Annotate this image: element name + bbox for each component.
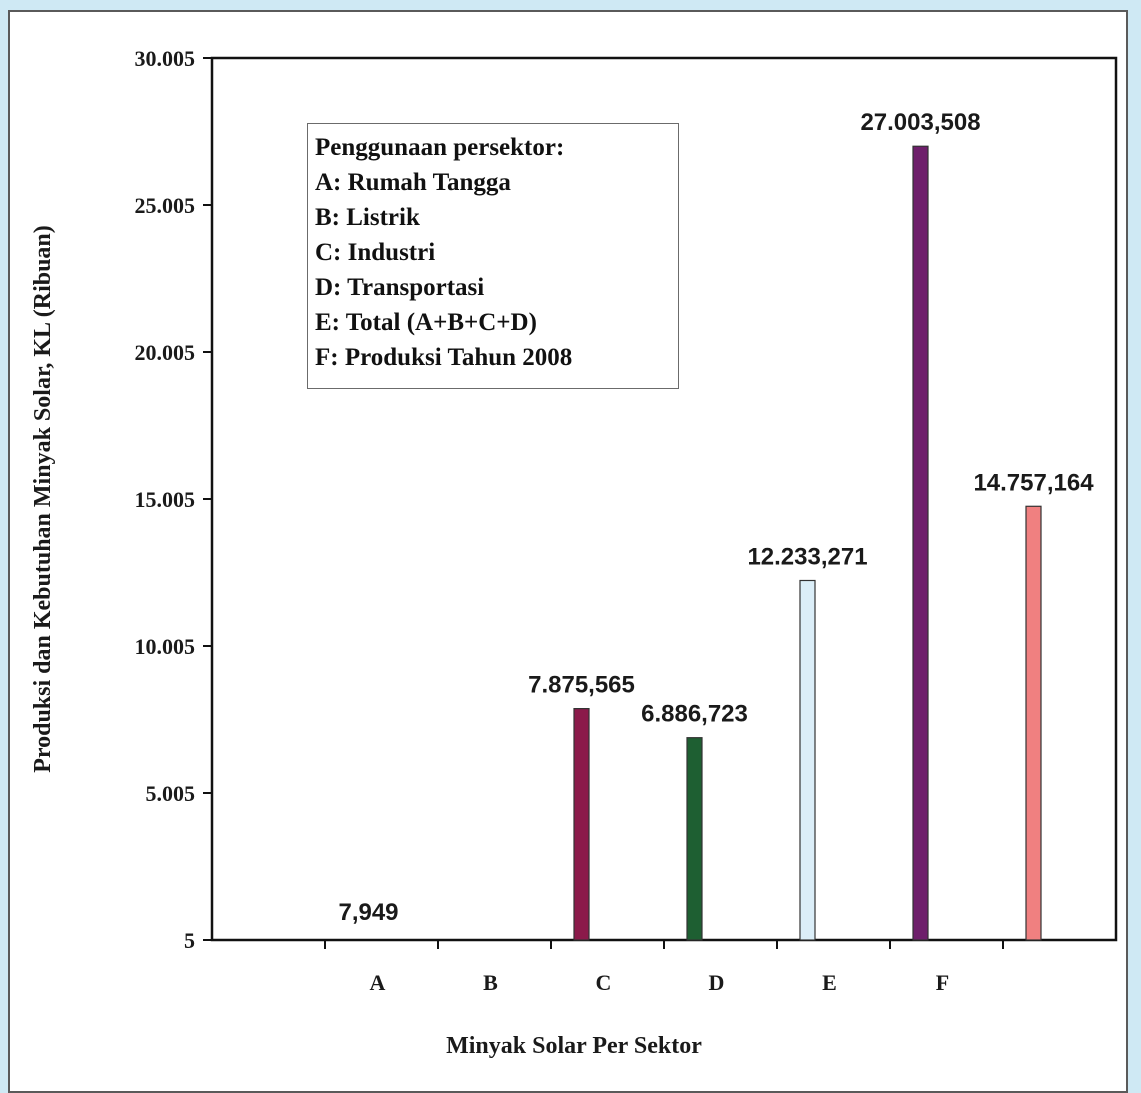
data-label-a: 7,949 xyxy=(338,899,398,926)
y-tick-label: 15.005 xyxy=(135,487,196,512)
bar-f xyxy=(1025,505,1042,941)
chart-frame: 5 5.005 10.005 15.005 20.005 25.005 30.005 A 7,9… xyxy=(8,10,1128,1093)
bar-b xyxy=(573,708,590,941)
data-label-b: 7.875,565 xyxy=(528,672,635,699)
legend-entry-d: D: Transportasi xyxy=(315,274,485,301)
y-tick-label: 25.005 xyxy=(135,193,196,218)
data-label-f: 14.757,164 xyxy=(973,469,1094,496)
category-label-c: C xyxy=(596,970,612,995)
axes xyxy=(203,56,1118,949)
data-label-d: 12.233,271 xyxy=(747,543,867,570)
x-axis-title: Minyak Solar Per Sektor xyxy=(446,1033,702,1059)
y-tick-label: 5.005 xyxy=(146,781,196,806)
y-tick-label: 10.005 xyxy=(135,634,196,659)
bar-e xyxy=(912,145,929,941)
legend-entry-e: E: Total (A+B+C+D) xyxy=(315,309,537,336)
legend-entry-a: A: Rumah Tangga xyxy=(315,169,511,196)
category-label-e: E xyxy=(822,970,837,995)
data-label-c: 6.886,723 xyxy=(641,701,748,728)
legend: Penggunaan persektor: A: Rumah Tangga B:… xyxy=(307,123,679,389)
legend-entry-f: F: Produksi Tahun 2008 xyxy=(315,344,573,371)
category-label-a: A xyxy=(370,970,386,995)
category-label-d: D xyxy=(709,970,725,995)
legend-title: Penggunaan persektor: xyxy=(315,134,565,161)
legend-entry-c: C: Industri xyxy=(315,239,436,266)
y-tick-label: 30.005 xyxy=(135,46,196,71)
y-axis-title: Produksi dan Kebutuhan Minyak Solar, KL … xyxy=(30,225,56,773)
bar-chart: 5 5.005 10.005 15.005 20.005 25.005 30.005 A 7,9… xyxy=(30,46,1118,1059)
labels: 5 5.005 10.005 15.005 20.005 25.005 30.005 A 7,9… xyxy=(30,46,1094,1059)
legend-entry-b: B: Listrik xyxy=(315,204,420,231)
data-label-e: 27.003,508 xyxy=(860,109,980,136)
y-tick-label: 20.005 xyxy=(135,340,196,365)
bar-c xyxy=(686,737,703,941)
category-label-f: F xyxy=(936,970,949,995)
bar-d xyxy=(799,579,816,941)
category-label-b: B xyxy=(483,970,498,995)
y-tick-label: 5 xyxy=(184,928,195,953)
bars xyxy=(573,145,1042,941)
